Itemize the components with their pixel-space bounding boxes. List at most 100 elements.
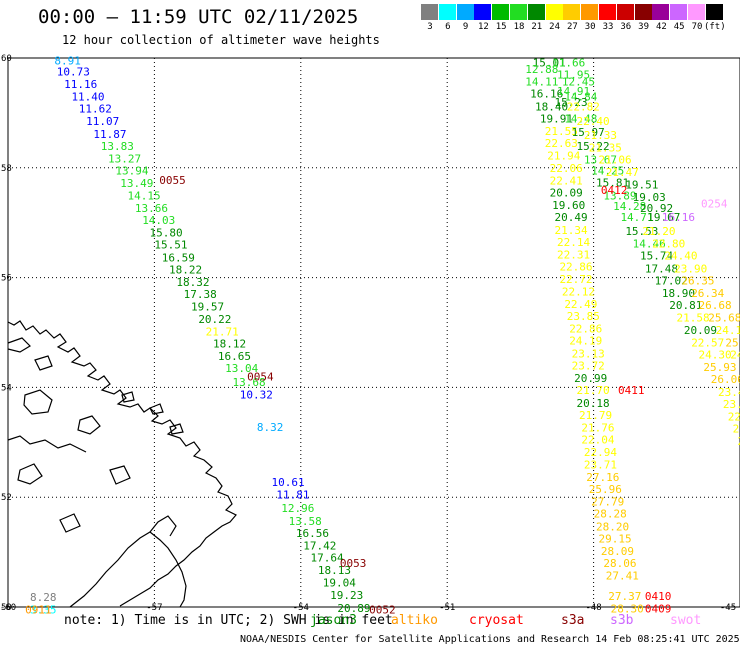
pass-time-label: 0055 (159, 174, 186, 187)
wave-height-label: 16.59 (162, 251, 195, 264)
wave-height-label: 19.03 (633, 191, 666, 204)
wave-height-label: 20.09 (684, 324, 717, 337)
wave-height-label: 13.67 (584, 154, 617, 167)
north-island (7, 337, 31, 353)
pass-time-label: 0052 (369, 604, 396, 617)
newfoundland-west (69, 531, 187, 608)
lat-tick-label: 50 (1, 603, 12, 613)
wave-height-label: 23.61 (723, 398, 740, 411)
legend-swatch (599, 4, 616, 20)
coast-island-1 (34, 355, 53, 371)
wave-height-label: 22.54 (733, 423, 740, 436)
lake-5 (59, 513, 81, 533)
wave-height-label: 19.57 (191, 301, 224, 314)
lon-tick-label: -48 (585, 603, 601, 613)
coast-island-4 (169, 423, 184, 435)
wave-height-label: 18.40 (535, 100, 568, 113)
wave-height-label: 20.92 (640, 202, 673, 215)
wave-height-label: 17.64 (311, 552, 344, 565)
wave-height-label: 29.15 (598, 532, 631, 545)
wave-height-label: 25.05 (725, 336, 740, 349)
wave-height-label: 21.20 (642, 225, 675, 238)
wave-height-label: 19.04 (323, 576, 356, 589)
wave-height-label: 14.11 (525, 76, 558, 89)
wave-height-label: 22.04 (581, 434, 614, 447)
satellite-swot: swot (670, 613, 702, 628)
wave-height-label: 21.34 (555, 224, 588, 237)
wave-height-label: 24.08 (730, 348, 740, 361)
wave-height-label: 22.80 (652, 238, 685, 251)
lat-tick-label: 52 (1, 493, 12, 503)
wave-height-label: 24.30 (699, 348, 732, 361)
wave-height-label: 18.22 (169, 263, 202, 276)
wave-height-label: 22.31 (557, 249, 590, 262)
wave-height-label: 3.35 (30, 604, 57, 617)
wave-height-label: 13.27 (108, 152, 141, 165)
wave-height-label: 21.47 (606, 166, 639, 179)
page-subtitle: 12 hour collection of altimeter wave hei… (62, 33, 380, 47)
satellite-jason3: jason3 (310, 613, 357, 628)
legend-label: 30 (584, 22, 596, 32)
legend-swatch (688, 4, 705, 20)
credit-line: NOAA/NESDIS Center for Satellite Applica… (240, 634, 740, 645)
lon-tick-label: -45 (720, 603, 736, 613)
wave-height-label: 14.25 (591, 165, 624, 178)
wave-height-label: 12.88 (525, 63, 558, 76)
wave-height-label: 22.41 (550, 174, 583, 187)
wave-height-label: 22.72 (559, 273, 592, 286)
wave-height-label: 22.86 (569, 323, 602, 336)
wave-height-label: 26.68 (699, 299, 732, 312)
wave-height-label: 14.15 (128, 189, 161, 202)
wave-height-label: 10.61 (272, 476, 305, 489)
wave-height-label: 25.93 (703, 361, 736, 374)
legend-label: 12 (477, 22, 489, 32)
wave-height-label: 10.32 (240, 389, 273, 402)
coastline (7, 320, 237, 608)
wave-height-label: 20.18 (577, 397, 610, 410)
legend-swatch (474, 4, 492, 20)
legend-label: 21 (531, 22, 543, 32)
wave-height-label: 16.16 (530, 88, 563, 101)
wave-height-label: 8.32 (257, 421, 284, 434)
wave-height-label: 14.71 (620, 211, 653, 224)
wave-height-label: 28.06 (603, 557, 636, 570)
legend-swatch (492, 4, 510, 20)
wave-height-label: 13.68 (232, 376, 265, 389)
wave-height-label: 22.10 (728, 410, 740, 423)
wave-height-label: 28.09 (601, 545, 634, 558)
lake-4 (109, 465, 131, 485)
wave-height-label: 14.46 (633, 238, 666, 251)
lake-2 (77, 415, 101, 435)
wave-height-label: 26.34 (691, 287, 724, 300)
wave-height-label: 22.06 (550, 162, 583, 175)
wave-height-label: 22.14 (557, 236, 590, 249)
wave-height-label: 16.65 (218, 350, 251, 363)
wave-height-label: 15.23 (555, 96, 588, 109)
wave-height-label: 14.03 (142, 214, 175, 227)
page-title: 00:00 – 11:59 UTC 02/11/2025 (38, 6, 359, 28)
lat-tick-label: 58 (1, 164, 12, 174)
map-frame (7, 57, 740, 608)
wave-height-label: 23.90 (674, 262, 707, 275)
wave-height-label: 23.85 (567, 310, 600, 323)
legend-swatch (616, 4, 634, 20)
wave-height-label: 19.51 (625, 178, 658, 191)
wave-height-label: 15.81 (596, 177, 629, 190)
legend-swatch (545, 4, 563, 20)
pass-time-label: 0409 (645, 603, 672, 616)
wave-height-label: 11.66 (552, 56, 585, 69)
wave-height-label: 20.89 (337, 602, 370, 615)
wave-height-label: 27.16 (586, 471, 619, 484)
legend-swatch (421, 4, 438, 20)
wave-height-label: 28.30 (611, 603, 644, 616)
wave-height-label: 13.94 (115, 165, 148, 178)
lake-1 (23, 389, 53, 415)
legend-label: (ft) (703, 22, 726, 32)
pass-time-label: 0054 (247, 370, 274, 383)
wave-height-label: 13.89 (603, 189, 636, 202)
wave-height-label: 15.74 (640, 250, 673, 263)
wave-height-label: 15.01 (533, 56, 566, 69)
lon-tick-label: -60 (0, 603, 16, 613)
legend-swatch (634, 4, 652, 20)
